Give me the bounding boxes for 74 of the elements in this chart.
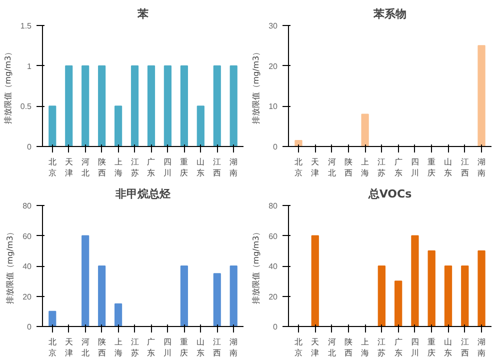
x-tick-label: 陕西 xyxy=(344,338,352,358)
x-tick-label: 北京 xyxy=(294,338,302,358)
x-tick-label: 重庆 xyxy=(180,158,188,178)
x-tick-label: 上海 xyxy=(114,158,122,178)
x-tick-label: 江苏 xyxy=(130,338,139,358)
x-tick-label: 湖南 xyxy=(230,158,238,178)
x-tick-label: 四川 xyxy=(164,338,172,358)
x-tick-label: 江苏 xyxy=(378,158,386,178)
y-tick-label: 0 xyxy=(273,322,278,332)
y-tick-label: 20 xyxy=(268,292,278,302)
x-tick-label: 四川 xyxy=(410,338,419,358)
x-tick-label: 北京 xyxy=(294,158,302,178)
y-tick-label: 80 xyxy=(268,202,278,210)
x-tick-label: 江西 xyxy=(213,158,222,178)
chart-title: 苯 xyxy=(136,8,150,20)
x-tick-label: 北京 xyxy=(48,338,56,358)
x-tick-label: 江西 xyxy=(213,338,222,358)
x-tick-label: 湖南 xyxy=(478,158,486,178)
x-tick-label: 广东 xyxy=(394,158,402,178)
x-tick-label: 江苏 xyxy=(378,338,386,358)
y-tick-label: 60 xyxy=(268,232,278,241)
x-tick-label: 陕西 xyxy=(98,158,106,178)
y-tick-label: 10 xyxy=(268,102,278,112)
y-tick-label: 40 xyxy=(268,262,278,271)
y-tick-label: 1.5 xyxy=(20,22,32,30)
x-tick-label: 江西 xyxy=(460,338,469,358)
x-tick-label: 山东 xyxy=(444,338,452,358)
x-tick-label: 陕西 xyxy=(98,338,106,358)
y-tick-label: 0 xyxy=(27,322,32,332)
y-axis-title: 排放限值（mg/m3） xyxy=(252,228,261,304)
y-axis-title: 排放限值（mg/m3） xyxy=(3,48,12,124)
x-tick-label: 江苏 xyxy=(130,158,139,178)
x-tick-label: 河北 xyxy=(328,338,336,358)
x-tick-label: 陕西 xyxy=(344,158,352,178)
x-tick-label: 河北 xyxy=(81,338,90,358)
x-tick-label: 四川 xyxy=(164,158,172,178)
x-tick-label: 湖南 xyxy=(478,338,486,358)
y-axis-title: 排放限值（mg/m3） xyxy=(252,48,261,124)
x-tick-label: 天津 xyxy=(64,158,73,178)
x-tick-label: 天津 xyxy=(311,158,320,178)
x-tick-label: 河北 xyxy=(328,158,336,178)
y-tick-label: 0.5 xyxy=(20,102,32,112)
y-tick-label: 40 xyxy=(22,262,32,271)
x-tick-label: 天津 xyxy=(64,338,73,358)
x-tick-label: 重庆 xyxy=(180,338,188,358)
y-tick-label: 1 xyxy=(27,62,32,71)
x-tick-label: 山东 xyxy=(196,338,205,358)
x-tick-label: 广东 xyxy=(147,158,156,178)
x-tick-label: 上海 xyxy=(361,158,370,178)
x-tick-label: 江西 xyxy=(460,158,469,178)
y-tick-label: 80 xyxy=(22,202,32,210)
chart-title: 苯系物 xyxy=(372,8,406,20)
x-tick-label: 天津 xyxy=(311,338,320,358)
x-tick-label: 重庆 xyxy=(428,338,436,358)
y-tick-label: 0 xyxy=(27,142,32,152)
x-tick-label: 山东 xyxy=(196,158,205,178)
x-tick-label: 山东 xyxy=(444,158,452,178)
y-tick-label: 20 xyxy=(268,62,278,71)
x-tick-label: 北京 xyxy=(48,158,56,178)
x-tick-label: 广东 xyxy=(394,338,402,358)
y-tick-label: 30 xyxy=(268,22,278,30)
chart-title: 非甲烷总烃 xyxy=(114,188,170,200)
x-tick-label: 广东 xyxy=(147,338,156,358)
y-tick-label: 60 xyxy=(22,232,32,241)
x-tick-label: 河北 xyxy=(81,158,90,178)
x-tick-label: 重庆 xyxy=(428,158,436,178)
y-axis-title: 排放限值（mg/m3） xyxy=(6,228,15,304)
x-tick-label: 上海 xyxy=(114,338,122,358)
x-tick-label: 上海 xyxy=(361,338,370,358)
chart-title: 总VOCs xyxy=(367,188,412,200)
x-tick-label: 湖南 xyxy=(230,338,238,358)
x-tick-label: 四川 xyxy=(410,158,419,178)
y-tick-label: 0 xyxy=(273,142,278,152)
y-tick-label: 20 xyxy=(22,292,32,302)
